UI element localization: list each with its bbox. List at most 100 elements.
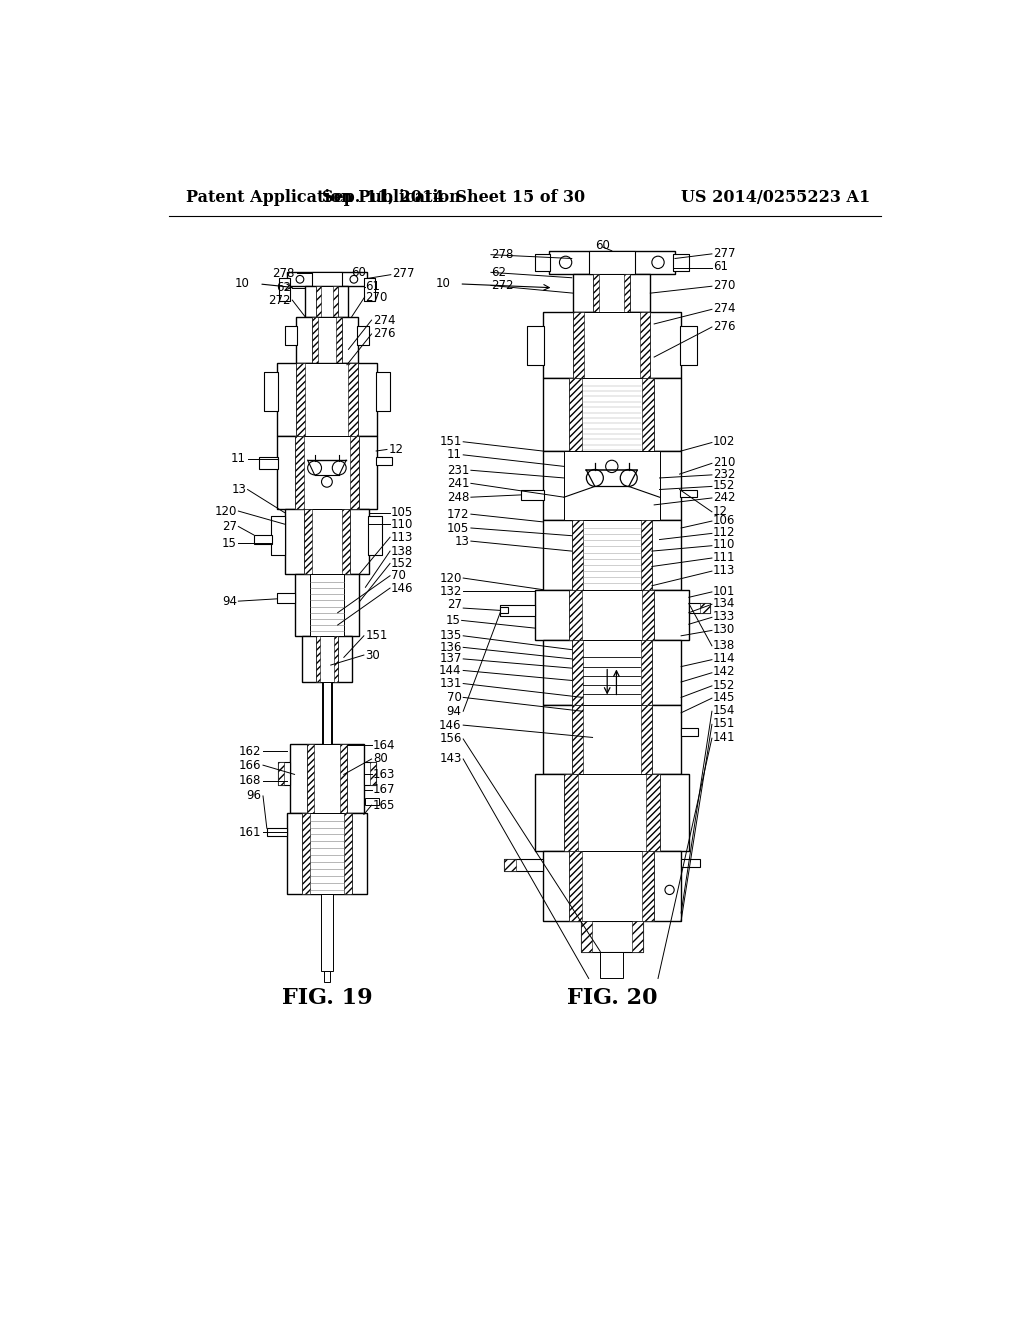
Text: 276: 276 [713,319,735,333]
Text: 277: 277 [392,268,415,280]
Text: 11: 11 [231,453,246,465]
Bar [316,286,338,317]
Bar [285,326,297,345]
Bar [504,859,516,871]
Bar [674,253,689,271]
Text: 151: 151 [439,436,462,449]
Bar [543,520,681,590]
Text: 15: 15 [445,614,460,627]
Text: 130: 130 [713,623,735,636]
Text: 231: 231 [447,463,469,477]
Bar [296,363,305,436]
Bar [364,277,375,301]
Bar [535,253,550,271]
Bar [571,640,583,705]
Bar [500,605,535,615]
Bar [543,313,681,378]
Bar [527,326,544,364]
Bar [593,275,631,313]
Text: 165: 165 [373,799,395,812]
Text: 120: 120 [214,504,237,517]
Text: 11: 11 [446,449,462,462]
Bar [254,535,272,544]
Text: 12: 12 [388,444,403,455]
Bar [278,762,284,785]
Bar [296,363,357,436]
Bar [348,363,357,436]
Text: 106: 106 [713,513,735,527]
Bar [311,317,342,363]
Bar [271,516,286,554]
Circle shape [652,256,665,268]
Bar [573,275,650,313]
Text: 143: 143 [439,752,462,766]
Bar [680,326,696,364]
Bar [324,970,330,982]
Bar [307,743,347,813]
Text: 13: 13 [231,483,246,496]
Text: 133: 133 [713,610,735,623]
Bar [535,590,689,640]
Bar [569,378,654,451]
Bar [543,313,681,378]
Bar [641,640,652,705]
Bar [569,378,582,451]
Circle shape [296,276,304,284]
Bar [646,775,659,851]
Bar [376,457,391,465]
Circle shape [333,461,346,475]
Bar [333,286,338,317]
Text: 105: 105 [447,521,469,535]
Text: 161: 161 [239,825,261,838]
Circle shape [605,461,617,473]
Bar [287,813,367,894]
Bar [285,508,370,574]
Bar [305,286,348,317]
Text: 10: 10 [435,277,451,289]
Bar [295,436,359,508]
Text: 167: 167 [373,783,395,796]
Text: 151: 151 [366,630,388,643]
Text: 144: 144 [439,664,462,677]
Bar [344,813,351,894]
Bar [264,372,278,411]
Bar [642,851,654,921]
Text: 232: 232 [713,467,735,480]
Text: 112: 112 [713,527,735,539]
Bar [287,272,367,286]
Text: 111: 111 [713,550,735,564]
Bar [543,378,681,451]
Text: 70: 70 [446,690,462,704]
Bar [543,640,681,705]
Bar [569,590,582,640]
Bar [302,636,351,682]
Text: 277: 277 [713,247,735,260]
Text: 94: 94 [446,705,462,718]
Bar [573,275,650,313]
Bar [600,952,624,978]
Bar [593,275,599,313]
Text: 60: 60 [351,265,367,279]
Bar [290,743,364,813]
Text: 10: 10 [236,277,250,289]
Bar [321,894,333,970]
Text: 62: 62 [490,265,506,279]
Text: 27: 27 [222,520,237,533]
Text: 172: 172 [446,508,469,520]
Bar [278,762,290,785]
Bar [259,457,278,469]
Bar [535,775,689,851]
Bar [569,851,582,921]
Text: 120: 120 [439,572,462,585]
Bar [370,762,376,785]
Text: 61: 61 [713,260,728,273]
Bar [366,797,379,805]
Bar [581,921,643,952]
Bar [549,251,675,275]
Bar [296,317,357,363]
Bar [632,921,643,952]
Bar [569,590,654,640]
Bar [285,508,370,574]
Bar [323,682,331,743]
Text: Patent Application Publication: Patent Application Publication [186,189,461,206]
